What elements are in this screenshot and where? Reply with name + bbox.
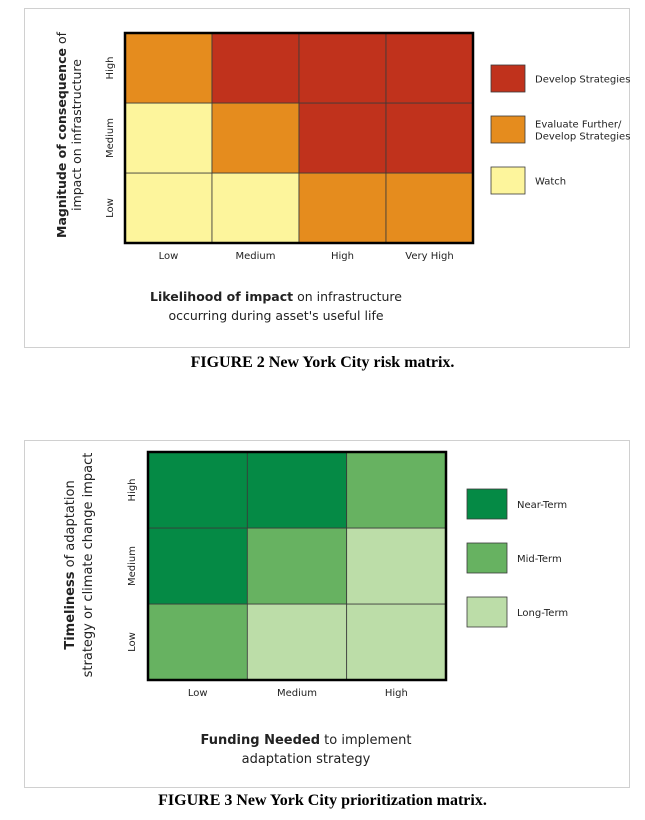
risk-matrix-y-ticks: Low Medium High (105, 57, 116, 218)
y-axis-title-line2: impact on infrastructure (69, 59, 84, 211)
y-axis-title: Timeliness of adaptation (63, 480, 78, 649)
x-tick-label: High (385, 688, 408, 699)
figure-3-caption: FIGURE 3 New York City prioritization ma… (158, 792, 487, 809)
y-tick-label: Low (105, 198, 116, 218)
y-tick-label: High (127, 479, 138, 502)
matrix-cell (298, 102, 387, 174)
matrix-cell (298, 172, 387, 244)
legend-swatch (466, 542, 508, 574)
matrix-cell (147, 451, 248, 529)
prioritization-matrix-x-ticks: Low Medium High (188, 688, 408, 699)
risk-matrix-border (123, 31, 475, 245)
prioritization-matrix-legend: Near-Term Mid-Term Long-Term (466, 488, 568, 628)
legend-swatch (490, 64, 526, 93)
matrix-cell (385, 172, 474, 244)
y-axis-title: Magnitude of consequence of (54, 31, 69, 238)
x-tick-label: Very High (405, 251, 453, 262)
legend-swatch (466, 488, 508, 520)
prioritization-matrix-chart: Low Medium High Low Medium High Near-Term Mid… (63, 450, 568, 767)
legend-label: Watch (535, 177, 566, 188)
matrix-cell (298, 32, 387, 104)
prioritization-matrix-y-ticks: Low Medium High (127, 479, 138, 652)
legend-swatch (490, 166, 526, 195)
matrix-cell (385, 32, 474, 104)
matrix-cell (385, 102, 474, 174)
x-tick-label: High (331, 251, 354, 262)
y-tick-label: Medium (127, 546, 138, 586)
matrix-cell (211, 32, 300, 104)
matrix-cell (246, 451, 348, 529)
x-axis-title: Likelihood of impact on infrastructure (150, 289, 402, 304)
matrix-cell (246, 527, 348, 605)
y-tick-label: High (105, 57, 116, 80)
figure-2-caption: FIGURE 2 New York City risk matrix. (190, 354, 455, 371)
legend-label-line2: Develop Strategies (535, 132, 630, 143)
risk-matrix-cells (124, 32, 474, 244)
legend-swatch (490, 115, 526, 144)
x-tick-label: Low (159, 251, 179, 262)
matrix-cell (211, 172, 300, 244)
legend-label: Mid-Term (517, 554, 562, 565)
legend-swatch (466, 596, 508, 628)
legend-label: Near-Term (517, 500, 567, 511)
prioritization-matrix-panel: Low Medium High Low Medium High Near-Term Mid… (24, 440, 630, 788)
y-tick-label: Medium (105, 118, 116, 158)
matrix-cell (147, 603, 248, 681)
legend-label: Develop Strategies (535, 75, 630, 86)
matrix-cell (147, 527, 248, 605)
x-tick-label: Medium (236, 251, 276, 262)
risk-matrix-panel: Low Medium High Very High Low Medium High Dev… (24, 8, 630, 348)
matrix-cell (124, 172, 213, 244)
x-axis-title: Funding Needed to implement (201, 733, 412, 748)
x-tick-label: Low (188, 688, 208, 699)
x-axis-title-line2: adaptation strategy (242, 752, 371, 767)
prioritization-matrix-cells (147, 451, 447, 681)
risk-matrix-x-ticks: Low Medium High Very High (159, 251, 454, 262)
x-axis-title-line2: occurring during asset's useful life (168, 308, 383, 323)
matrix-cell (346, 451, 447, 529)
legend-label: Long-Term (517, 608, 568, 619)
matrix-cell (346, 603, 447, 681)
y-tick-label: Low (127, 632, 138, 652)
risk-matrix-chart: Low Medium High Very High Low Medium High Dev… (54, 31, 630, 323)
prioritization-matrix-border (146, 450, 448, 682)
matrix-cell (346, 527, 447, 605)
matrix-cell (246, 603, 348, 681)
matrix-cell (211, 102, 300, 174)
matrix-cell (124, 102, 213, 174)
y-axis-title-line2: strategy or climate change impact (81, 453, 96, 678)
x-tick-label: Medium (277, 688, 317, 699)
legend-label: Evaluate Further/ (535, 120, 622, 131)
matrix-cell (124, 32, 213, 104)
